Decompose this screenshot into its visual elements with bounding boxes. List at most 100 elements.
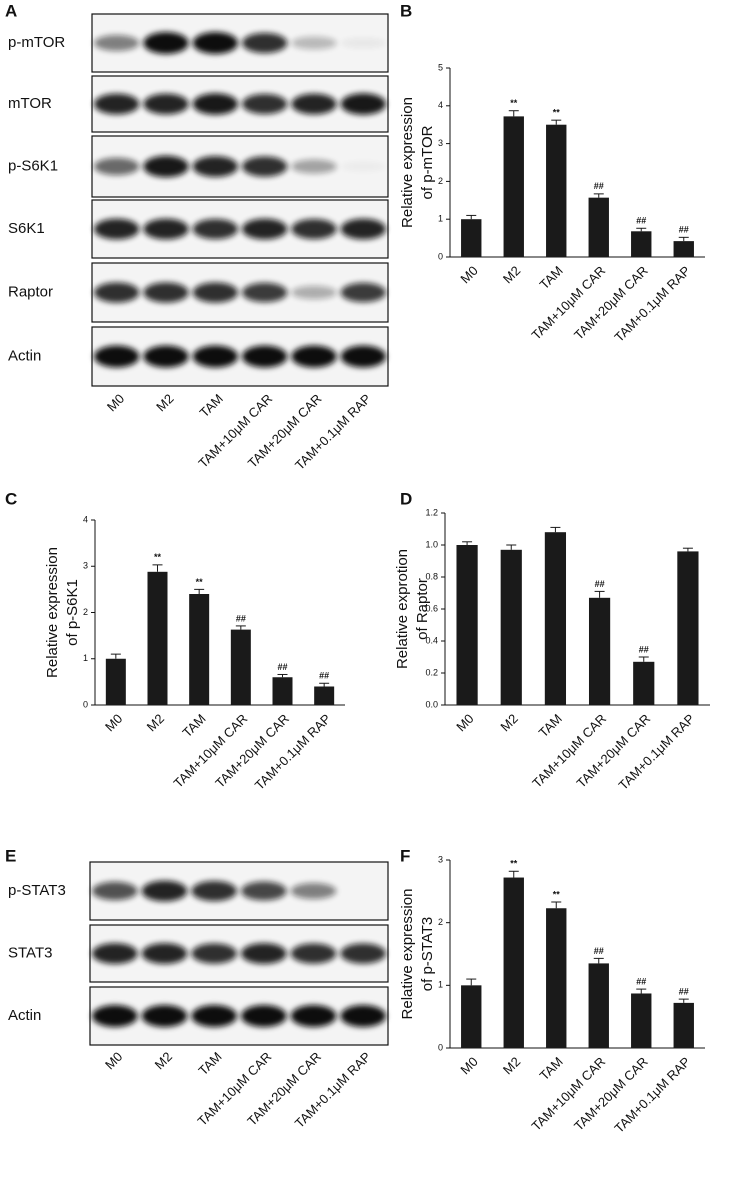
- band: [340, 1005, 387, 1027]
- band: [143, 32, 189, 54]
- blot-row-label: mTOR: [8, 95, 52, 112]
- band: [91, 881, 138, 901]
- band: [192, 32, 239, 54]
- bar: [588, 963, 609, 1048]
- panel-letter: B: [400, 1, 412, 20]
- x-tick-label: TAM+20μM CAR: [571, 1054, 651, 1134]
- bar: [633, 661, 655, 705]
- band: [192, 93, 239, 115]
- blot-row-label: p-S6K1: [8, 157, 58, 174]
- y-axis-label: of p-STAT3: [419, 917, 436, 991]
- band: [240, 1005, 287, 1027]
- bar: [673, 1002, 694, 1048]
- annotation: **: [553, 889, 561, 899]
- band: [290, 883, 337, 899]
- annotation: ##: [636, 976, 646, 986]
- annotation: **: [510, 98, 518, 108]
- bar: [503, 116, 524, 257]
- x-tick-label: M0: [102, 711, 125, 734]
- y-tick-label: 1: [438, 214, 443, 224]
- blot-frame: [89, 861, 389, 921]
- band: [93, 282, 140, 303]
- annotation: ##: [595, 579, 605, 589]
- x-tick-label: TAM: [536, 1054, 565, 1083]
- x-tick-label: TAM+20μM CAR: [212, 711, 292, 791]
- bar: [147, 571, 168, 705]
- x-tick-label: TAM: [197, 391, 226, 420]
- annotation: **: [154, 552, 162, 562]
- band: [290, 943, 337, 964]
- x-tick-label: TAM+0.1μM RAP: [611, 263, 693, 345]
- x-tick-label: M0: [453, 711, 476, 734]
- band: [241, 93, 288, 115]
- annotation: ##: [636, 216, 646, 226]
- y-tick-label: 0.8: [425, 571, 438, 581]
- blot-row-label: p-STAT3: [8, 882, 66, 899]
- band: [240, 881, 287, 901]
- band: [191, 880, 238, 902]
- x-tick-label: TAM+10μM CAR: [171, 711, 251, 791]
- blot-row-label: S6K1: [8, 220, 45, 237]
- y-tick-label: 1: [83, 653, 88, 663]
- band: [91, 1005, 138, 1027]
- band: [291, 285, 337, 300]
- band: [191, 943, 238, 964]
- band: [340, 943, 387, 964]
- panel-letter: F: [400, 846, 410, 865]
- band: [240, 943, 287, 964]
- y-axis-label: Relative expression: [399, 889, 416, 1020]
- band: [93, 218, 140, 240]
- bar: [588, 197, 609, 257]
- y-tick-label: 0.6: [425, 603, 438, 613]
- band: [241, 218, 288, 240]
- y-tick-label: 3: [438, 138, 443, 148]
- x-tick-label: TAM+0.1μM RAP: [252, 711, 334, 793]
- blot-frame: [91, 75, 389, 133]
- y-tick-label: 0.0: [425, 699, 438, 709]
- annotation: **: [196, 577, 204, 587]
- bar: [105, 658, 126, 705]
- y-axis-label: of p-mTOR: [419, 125, 436, 199]
- y-tick-label: 0.4: [425, 635, 438, 645]
- bar: [544, 532, 567, 705]
- y-tick-label: 5: [438, 62, 443, 72]
- panel-letter: C: [5, 489, 17, 508]
- band: [192, 345, 239, 368]
- annotation: ##: [277, 662, 287, 672]
- x-tick-label: M0: [102, 1049, 125, 1072]
- annotation: ##: [594, 946, 604, 956]
- band: [291, 345, 337, 368]
- x-tick-label: M0: [104, 391, 127, 414]
- band: [241, 156, 288, 177]
- y-tick-label: 1.2: [425, 507, 438, 517]
- panel-letter: A: [5, 1, 17, 20]
- bar: [272, 677, 293, 705]
- band: [241, 32, 288, 54]
- band: [143, 218, 189, 240]
- band: [291, 218, 337, 240]
- y-axis-label: of Raptor: [414, 578, 431, 640]
- y-axis-label: Relative expression: [399, 97, 416, 228]
- band: [192, 156, 239, 177]
- band: [143, 345, 189, 368]
- bar: [631, 231, 652, 257]
- band: [141, 943, 188, 964]
- x-tick-label: TAM+0.1μM RAP: [616, 711, 698, 793]
- bar: [677, 551, 699, 705]
- y-tick-label: 4: [438, 100, 443, 110]
- annotation: **: [553, 108, 561, 118]
- band: [291, 36, 337, 50]
- annotation: ##: [639, 644, 649, 654]
- band: [291, 93, 337, 115]
- band: [143, 93, 189, 115]
- blot-row-label: Raptor: [8, 283, 53, 300]
- band: [141, 1005, 188, 1027]
- blot-frame: [89, 986, 389, 1046]
- bar: [588, 597, 611, 705]
- x-tick-label: M2: [497, 711, 520, 734]
- blot-row-label: Actin: [8, 1007, 41, 1024]
- y-axis-label: of p-S6K1: [64, 579, 81, 646]
- band: [143, 282, 189, 303]
- bar: [230, 629, 251, 705]
- band: [93, 345, 140, 368]
